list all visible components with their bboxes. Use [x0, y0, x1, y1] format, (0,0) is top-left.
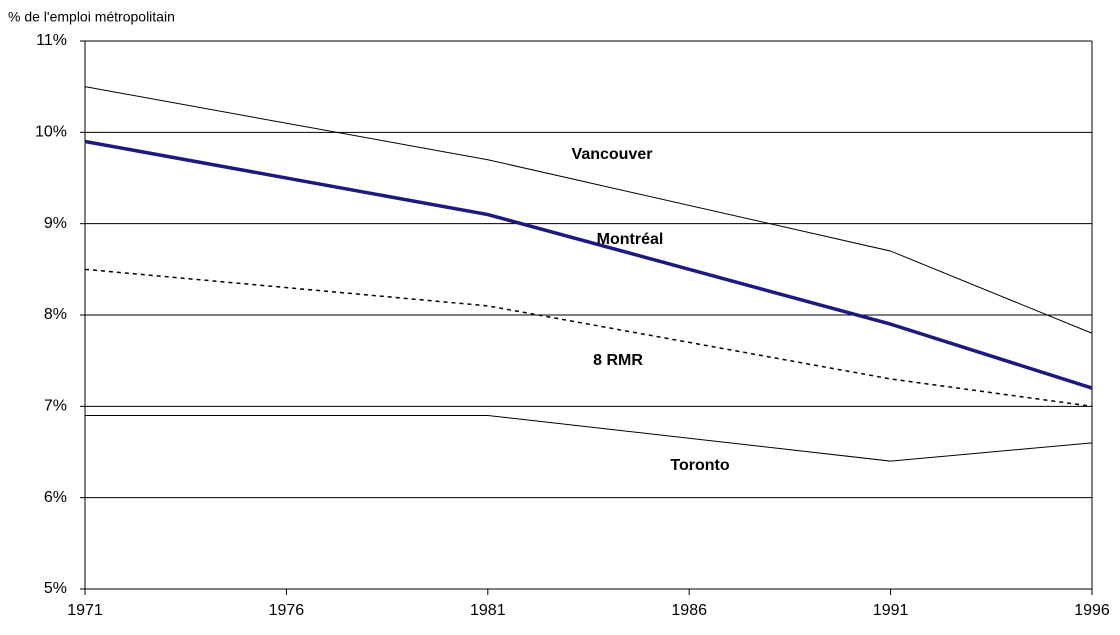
y-tick-label: 6%	[44, 489, 67, 506]
y-tick-label: 9%	[44, 215, 67, 232]
series-line	[84, 86, 1093, 334]
series-line	[84, 139, 1093, 390]
x-tick-label: 1996	[1074, 602, 1110, 619]
y-tick-label: 8%	[44, 306, 67, 323]
series-label: Vancouver	[572, 146, 653, 163]
series-line	[85, 414, 1093, 462]
y-tick-label: 7%	[44, 398, 67, 415]
y-tick-label: 5%	[44, 580, 67, 597]
series-label: 8 RMR	[593, 352, 643, 369]
x-tick-label: 1991	[873, 602, 909, 619]
x-tick-label: 1976	[269, 602, 305, 619]
series-label: Toronto	[670, 457, 729, 474]
x-tick-label: 1971	[67, 602, 103, 619]
y-tick-label: 11%	[36, 32, 67, 49]
y-axis-label: % de l'emploi métropolitain	[8, 9, 175, 25]
x-tick-label: 1986	[671, 602, 707, 619]
series-line	[84, 268, 1093, 408]
x-tick-label: 1981	[470, 602, 506, 619]
series-label: Montréal	[597, 231, 664, 248]
y-tick-label: 10%	[35, 124, 67, 141]
